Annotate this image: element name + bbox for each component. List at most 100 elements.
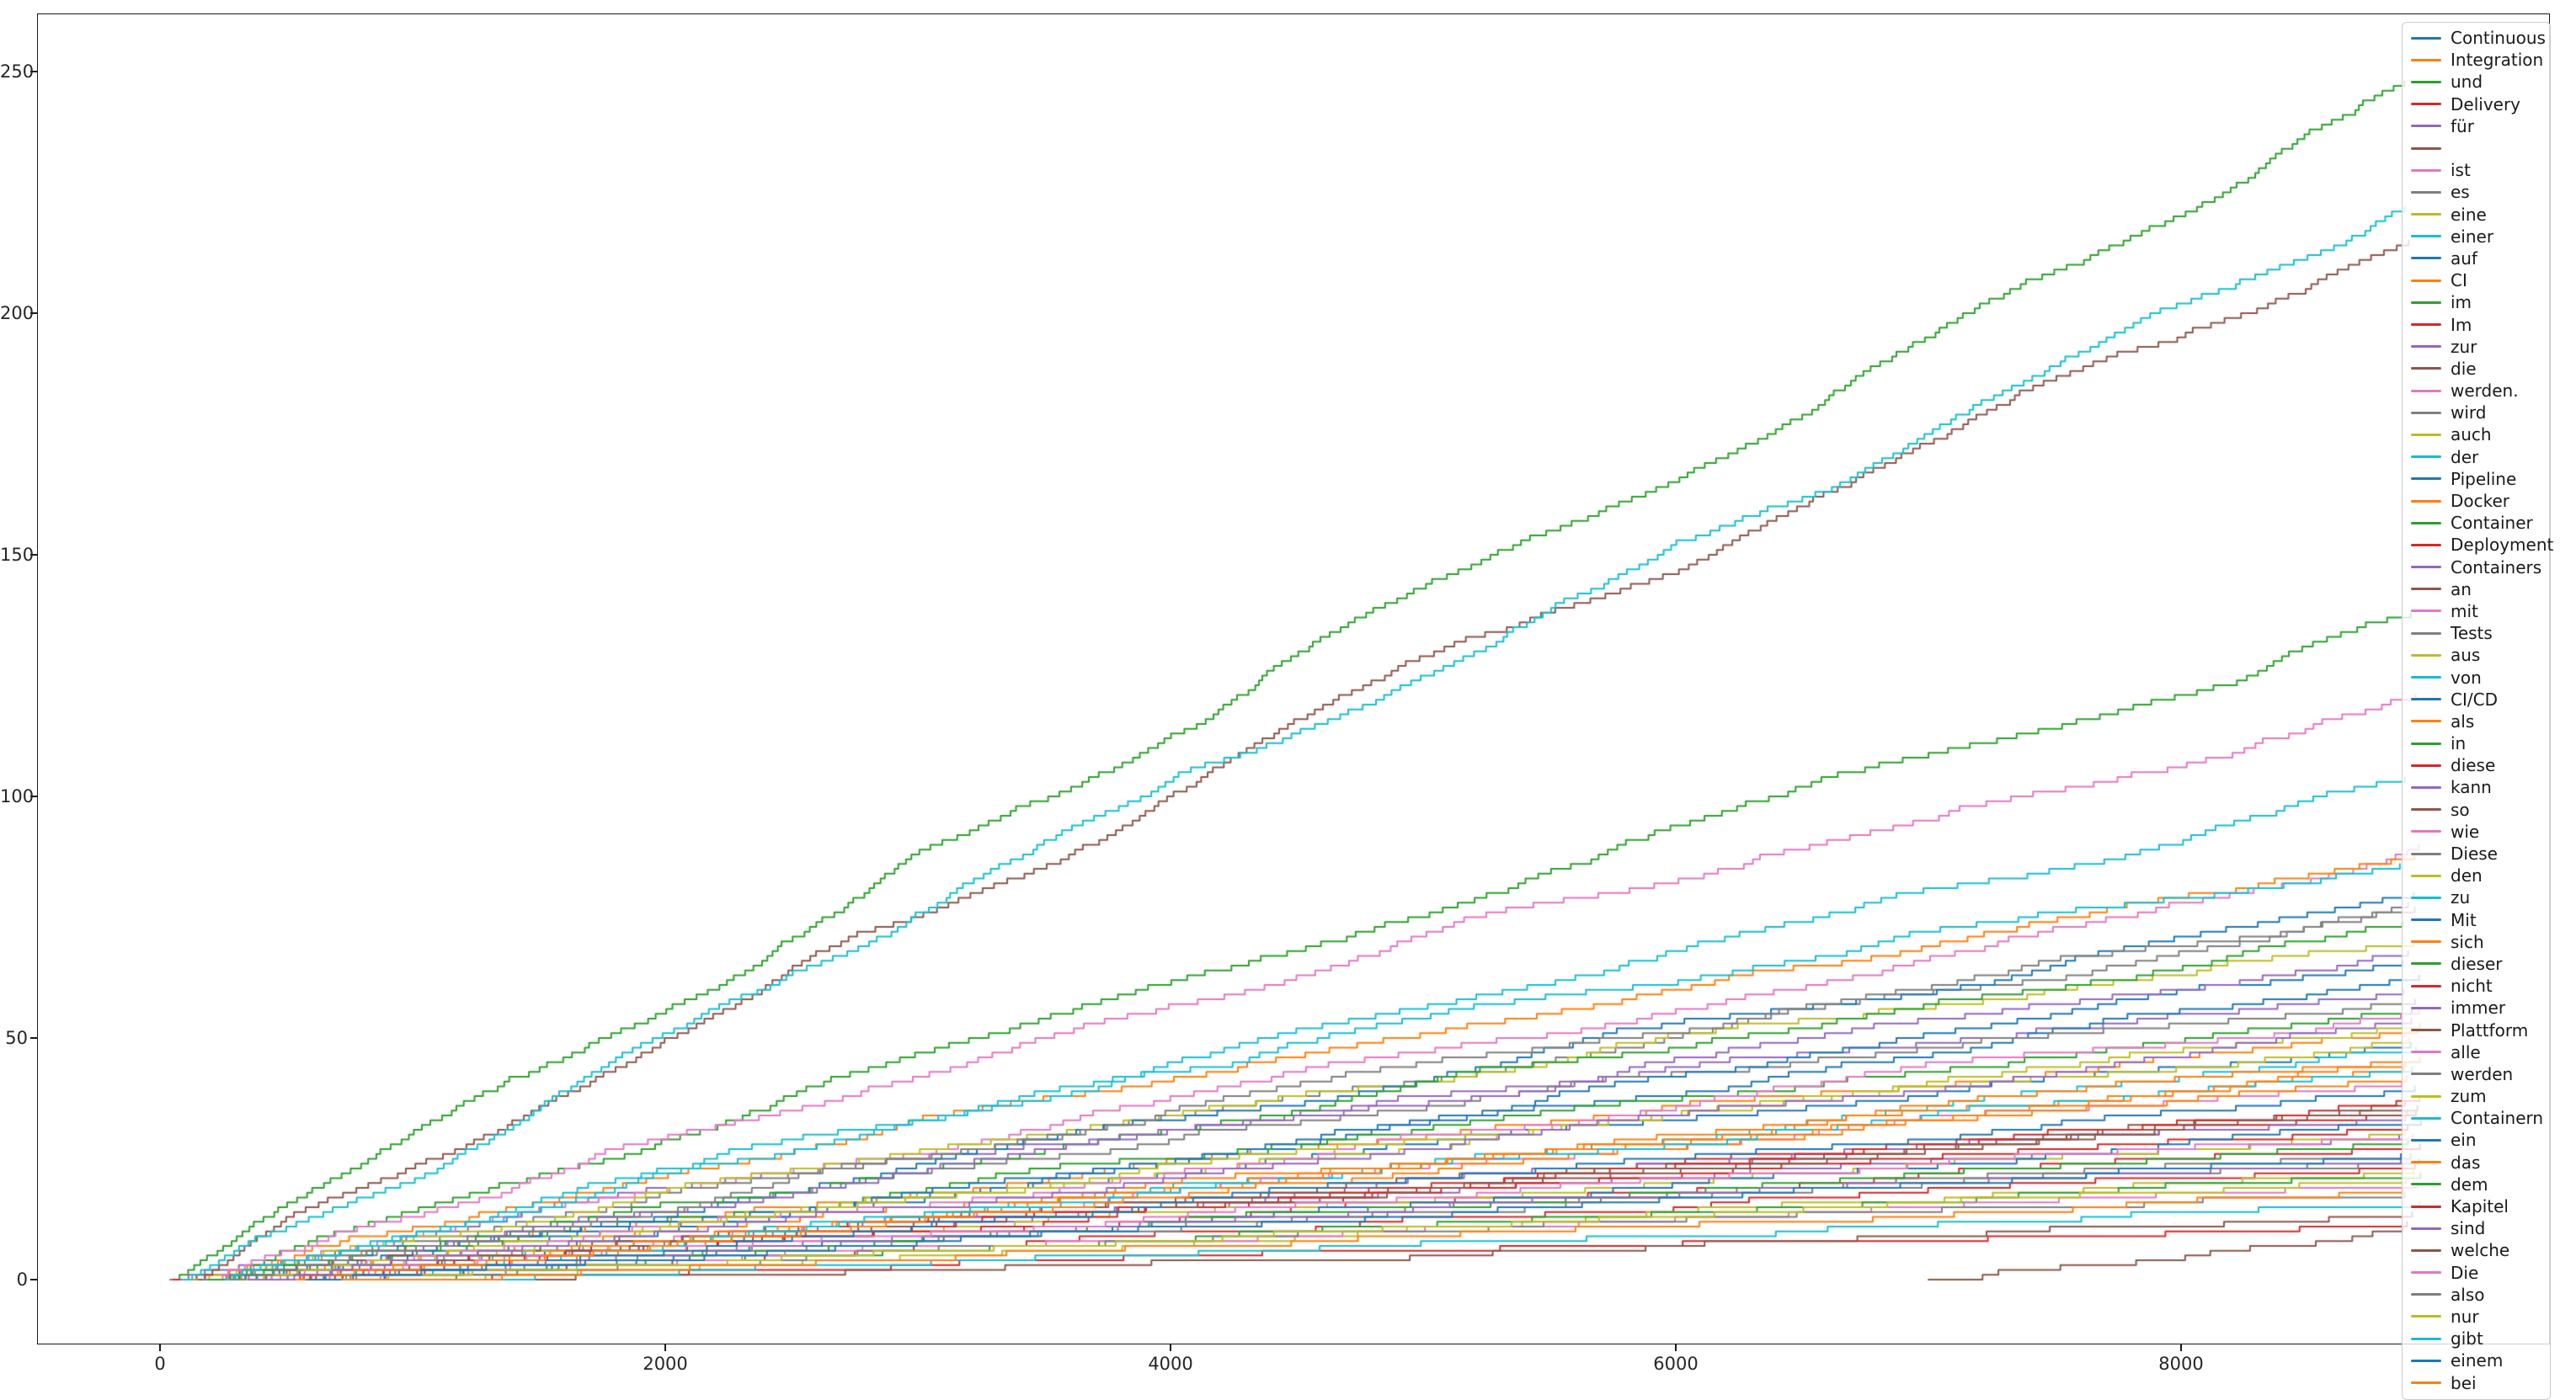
legend-label: dieser <box>2451 953 2503 974</box>
y-tick-mark <box>30 554 37 556</box>
legend-item: Mit <box>2403 909 2550 931</box>
legend-item: einem <box>2403 1349 2550 1371</box>
legend-item: wird <box>2403 402 2550 423</box>
legend-item: ist <box>2403 159 2550 181</box>
legend-label: wie <box>2451 821 2480 842</box>
legend-line-swatch <box>2411 80 2441 83</box>
legend-line-swatch <box>2411 653 2441 657</box>
y-tick-label: 250 <box>0 61 35 82</box>
legend-item: der <box>2403 446 2550 468</box>
legend-label: sind <box>2451 1218 2486 1239</box>
legend-label: im <box>2451 292 2472 313</box>
legend-line-swatch <box>2411 168 2441 172</box>
y-tick-label: 50 <box>5 1028 28 1049</box>
legend-line-swatch <box>2411 1138 2441 1142</box>
y-tick-mark <box>30 312 37 314</box>
legend-line-swatch <box>2411 433 2441 436</box>
legend-item: ein <box>2403 1129 2550 1151</box>
legend-label: es <box>2451 182 2470 203</box>
legend-line-swatch <box>2411 146 2441 150</box>
legend-label: einem <box>2451 1350 2504 1371</box>
legend-item: Im <box>2403 313 2550 335</box>
legend-line-swatch <box>2411 323 2441 327</box>
legend-line-swatch <box>2411 1293 2441 1296</box>
legend-line-swatch <box>2411 1029 2441 1032</box>
x-tick-label: 6000 <box>1653 1354 1699 1374</box>
legend-item: von <box>2403 666 2550 688</box>
legend-line-swatch <box>2411 566 2441 569</box>
legend-line-swatch <box>2411 1337 2441 1340</box>
legend-item: kann <box>2403 776 2550 798</box>
legend-line-swatch <box>2411 367 2441 370</box>
legend-line-swatch <box>2411 411 2441 414</box>
legend-line-swatch <box>2411 631 2441 635</box>
legend-label: in <box>2451 733 2467 754</box>
legend-label: auch <box>2451 424 2492 445</box>
legend-item: Diese <box>2403 843 2550 865</box>
legend-line-swatch <box>2411 742 2441 745</box>
legend-label: von <box>2451 667 2482 688</box>
legend-label: nur <box>2451 1306 2479 1327</box>
legend-item: es <box>2403 181 2550 203</box>
legend-line-swatch <box>2411 962 2441 966</box>
legend-label: bei <box>2451 1372 2477 1393</box>
legend-item: Integration <box>2403 49 2550 71</box>
legend-item: Docker <box>2403 490 2550 512</box>
legend-line-swatch <box>2411 918 2441 922</box>
x-tick-mark <box>1170 1344 1171 1351</box>
legend-item: sind <box>2403 1217 2550 1239</box>
legend-item: das <box>2403 1152 2550 1174</box>
legend-line-swatch <box>2411 543 2441 546</box>
legend-label: Die <box>2451 1262 2479 1283</box>
legend-line-swatch <box>2411 235 2441 238</box>
legend-line-swatch <box>2411 477 2441 481</box>
legend-item: CI/CD <box>2403 689 2550 711</box>
legend-item: Container <box>2403 512 2550 534</box>
legend-label: Delivery <box>2451 93 2521 114</box>
legend-line-swatch <box>2411 301 2441 304</box>
legend-label: als <box>2451 711 2475 732</box>
legend-item: CI <box>2403 269 2550 291</box>
legend-label: eine <box>2451 204 2487 225</box>
legend-item: werden. <box>2403 380 2550 402</box>
legend-label: Integration <box>2451 50 2544 71</box>
y-tick-label: 200 <box>0 302 35 323</box>
legend-label: sich <box>2451 931 2484 952</box>
legend-label: alle <box>2451 1041 2481 1062</box>
legend-label: ist <box>2451 160 2471 181</box>
x-tick-label: 0 <box>154 1354 166 1374</box>
legend-item: auf <box>2403 248 2550 269</box>
legend-item: Plattform <box>2403 1019 2550 1041</box>
legend-label: und <box>2451 72 2483 93</box>
legend-item: zu <box>2403 886 2550 908</box>
legend-item: diese <box>2403 754 2550 776</box>
legend-line-swatch <box>2411 1315 2441 1318</box>
legend-item: welche <box>2403 1239 2550 1261</box>
legend-line-swatch <box>2411 389 2441 392</box>
x-tick-label: 8000 <box>2158 1354 2204 1374</box>
legend-label: das <box>2451 1152 2481 1173</box>
legend-label: Mit <box>2451 909 2477 930</box>
legend-line-swatch <box>2411 940 2441 944</box>
legend-line-swatch <box>2411 1094 2441 1098</box>
legend-label: für <box>2451 115 2474 136</box>
legend-item: Continuous <box>2403 27 2550 49</box>
legend-label: kann <box>2451 777 2492 798</box>
legend-item: Delivery <box>2403 93 2550 115</box>
legend-line-swatch <box>2411 1051 2441 1054</box>
legend-label: Continuous <box>2451 28 2546 49</box>
legend-label: der <box>2451 446 2479 467</box>
legend-item <box>2403 137 2550 159</box>
legend-label: einer <box>2451 226 2494 247</box>
legend-label: die <box>2451 358 2477 379</box>
legend-line-swatch <box>2411 1271 2441 1275</box>
legend-item: nicht <box>2403 975 2550 997</box>
x-tick-mark <box>664 1344 666 1351</box>
legend-line-swatch <box>2411 785 2441 789</box>
legend-item: im <box>2403 291 2550 313</box>
legend-item: eine <box>2403 204 2550 226</box>
legend-label: Pipeline <box>2451 468 2517 489</box>
y-tick-mark <box>30 70 37 72</box>
